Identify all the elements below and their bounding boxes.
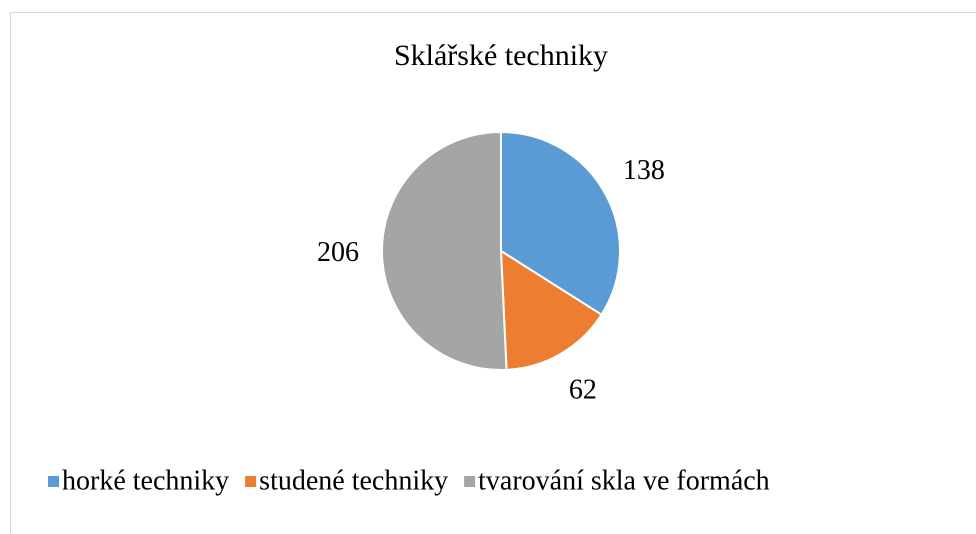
legend-label: horké techniky xyxy=(62,465,229,496)
chart-title: Sklářské techniky xyxy=(394,39,608,72)
legend-marker xyxy=(245,476,257,487)
data-label: 138 xyxy=(623,155,665,186)
legend-marker xyxy=(464,476,476,487)
legend-label: tvarování skla ve formách xyxy=(478,465,770,496)
data-label: 62 xyxy=(569,374,597,405)
legend-marker xyxy=(48,476,59,487)
legend-label: studené techniky xyxy=(259,465,448,496)
data-label: 206 xyxy=(317,237,359,268)
pie-slice xyxy=(381,130,508,371)
pie-slice xyxy=(499,249,603,371)
